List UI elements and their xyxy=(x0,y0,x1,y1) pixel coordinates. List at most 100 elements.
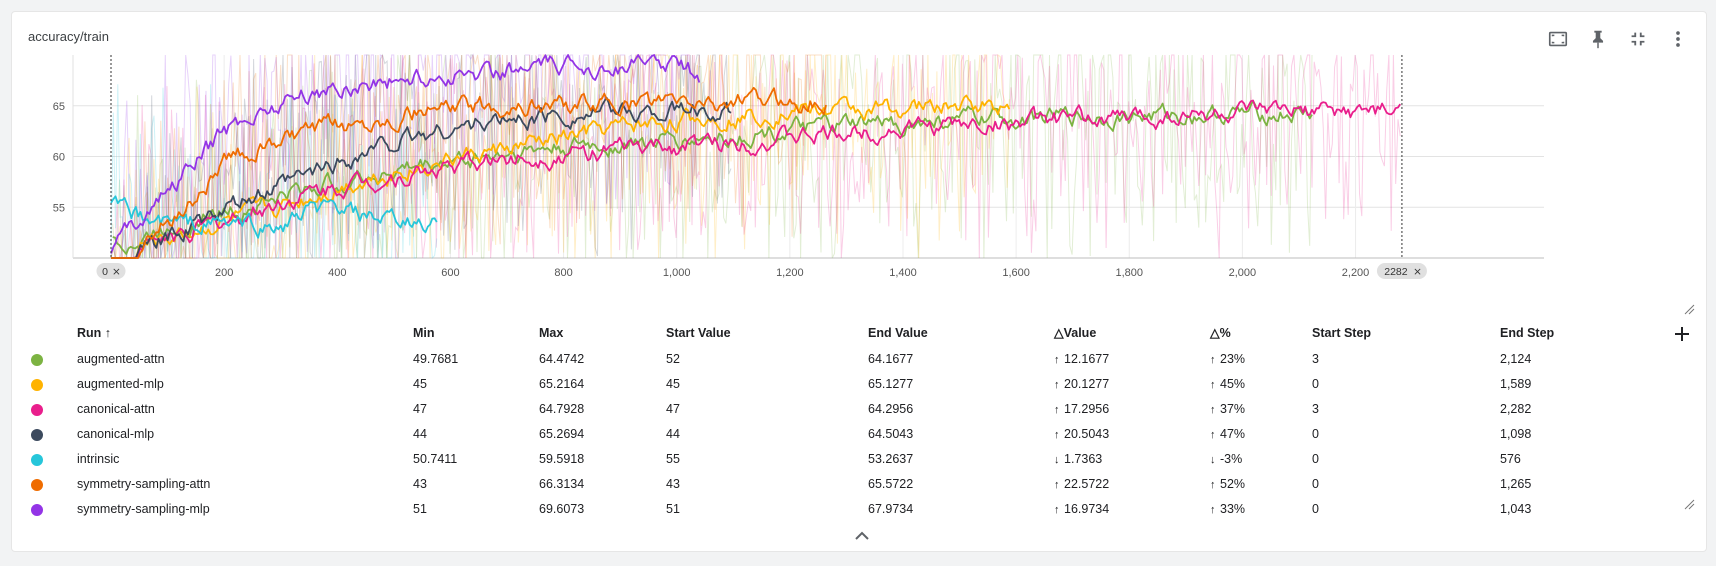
delta-value: 17.2956 xyxy=(1064,402,1110,416)
close-icon[interactable]: × xyxy=(1413,266,1422,278)
series-line-intrinsic[interactable] xyxy=(110,195,438,239)
y-tick-label: 65 xyxy=(53,101,65,113)
raw-series-group xyxy=(110,53,1401,260)
header-start-step[interactable]: Start Step xyxy=(1312,326,1372,340)
table-row[interactable]: intrinsic 50.7411 59.5918 55 53.2637 ↓ 1.7363 ↓… xyxy=(12,447,1706,472)
delta-pct-cell: ↑ 33% xyxy=(1210,497,1245,523)
arrow-up-icon: ↑ xyxy=(1210,404,1216,416)
y-tick-label: 60 xyxy=(53,152,65,164)
min-cell: 45 xyxy=(413,377,427,391)
series-line-symmetry-sampling-attn[interactable] xyxy=(111,86,827,259)
header-delta-value[interactable]: △Value xyxy=(1054,326,1097,340)
estep-cell: 1,589 xyxy=(1500,377,1532,391)
range-marker-chip[interactable]: 2282 × xyxy=(1376,263,1427,279)
close-icon[interactable]: × xyxy=(112,266,121,278)
end-cell: 64.1677 xyxy=(868,352,914,366)
run-color-dot[interactable] xyxy=(31,454,43,466)
run-cell: augmented-attn xyxy=(77,352,165,366)
line-chart[interactable]: 55 60 65 200 400 600 800 1,000 1,200 1,400 1,600 1,… xyxy=(12,12,1706,312)
sstep-cell: 0 xyxy=(1312,377,1319,391)
table-row[interactable]: symmetry-sampling-mlp 51 69.6073 51 67.9734 ↑… xyxy=(12,497,1706,522)
table-header: Run ↑ Min Max Start Value End Value △Val… xyxy=(12,321,1706,347)
arrow-up-icon: ↑ xyxy=(1054,379,1060,391)
end-cell: 65.1277 xyxy=(868,377,914,391)
series-line-canonical-attn[interactable] xyxy=(112,99,1401,259)
delta-value: 20.5043 xyxy=(1064,427,1110,441)
delta-value-cell: ↑ 22.5722 xyxy=(1054,472,1109,498)
run-color-dot[interactable] xyxy=(31,504,43,516)
start-cell: 51 xyxy=(666,502,680,516)
sstep-cell: 3 xyxy=(1312,402,1319,416)
delta-value: 20.1277 xyxy=(1064,377,1110,391)
delta-pct: -3% xyxy=(1220,452,1243,466)
range-marker-label: 0 xyxy=(102,266,108,278)
table-row[interactable]: canonical-attn 47 64.7928 47 64.2956 ↑ 17.2956… xyxy=(12,397,1706,422)
delta-value-cell: ↑ 12.1677 xyxy=(1054,347,1109,373)
estep-cell: 1,098 xyxy=(1500,427,1532,441)
header-min[interactable]: Min xyxy=(413,326,435,340)
collapse-button[interactable] xyxy=(1620,22,1656,56)
table-row[interactable]: augmented-attn 49.7681 64.4742 52 64.1677 ↑ 12… xyxy=(12,347,1706,372)
delta-value: 22.5722 xyxy=(1064,477,1110,491)
arrow-up-icon: ↑ xyxy=(1210,354,1216,366)
header-run[interactable]: Run ↑ xyxy=(77,326,112,340)
raw-series-augmented-attn xyxy=(112,54,1313,259)
arrow-up-icon: ↑ xyxy=(1054,354,1060,366)
max-cell: 66.3134 xyxy=(539,477,585,491)
expand-table-button[interactable] xyxy=(850,527,874,545)
start-cell: 55 xyxy=(666,452,680,466)
run-color-dot[interactable] xyxy=(31,379,43,391)
table-row[interactable]: augmented-mlp 45 65.2164 45 65.1277 ↑ 20.1277 ↑… xyxy=(12,372,1706,397)
run-color-dot[interactable] xyxy=(31,429,43,441)
run-cell: augmented-mlp xyxy=(77,377,164,391)
run-color-dot[interactable] xyxy=(31,479,43,491)
sort-arrow-icon: ↑ xyxy=(104,326,112,340)
more-options-button[interactable] xyxy=(1660,22,1696,56)
x-tick-label: 400 xyxy=(328,267,346,279)
table-resize-icon[interactable] xyxy=(1683,498,1695,510)
smoothed-series-group xyxy=(110,54,1401,259)
x-tick-label: 600 xyxy=(441,267,459,279)
arrow-up-icon: ↑ xyxy=(1210,379,1216,391)
chart-resize-icon[interactable] xyxy=(1683,303,1695,315)
range-marker-label: 2282 xyxy=(1384,266,1408,278)
min-cell: 49.7681 xyxy=(413,352,459,366)
fit-domain-button[interactable] xyxy=(1540,22,1576,56)
more-vert-icon xyxy=(1676,31,1680,47)
raw-series-symmetry-sampling-attn xyxy=(110,54,827,260)
sstep-cell: 0 xyxy=(1312,477,1319,491)
min-cell: 51 xyxy=(413,502,427,516)
x-tick-label: 1,600 xyxy=(1002,267,1030,279)
delta-value: 16.9734 xyxy=(1064,502,1110,516)
run-color-dot[interactable] xyxy=(31,404,43,416)
header-delta-pct[interactable]: △% xyxy=(1210,326,1231,340)
pin-button[interactable] xyxy=(1580,22,1616,56)
header-max[interactable]: Max xyxy=(539,326,564,340)
max-cell: 64.4742 xyxy=(539,352,585,366)
end-cell: 65.5722 xyxy=(868,477,914,491)
start-cell: 45 xyxy=(666,377,680,391)
end-cell: 64.2956 xyxy=(868,402,914,416)
arrow-up-icon: ↑ xyxy=(1210,504,1216,516)
series-line-augmented-mlp[interactable] xyxy=(111,94,1011,259)
table-row[interactable]: canonical-mlp 44 65.2694 44 64.5043 ↑ 20.5043 ↑… xyxy=(12,422,1706,447)
table-row[interactable]: symmetry-sampling-attn 43 66.3134 43 65.5722… xyxy=(12,472,1706,497)
delta-value-cell: ↑ 16.9734 xyxy=(1054,497,1109,523)
runs-table: Run ↑ Min Max Start Value End Value △Val… xyxy=(12,321,1706,522)
estep-cell: 1,265 xyxy=(1500,477,1532,491)
max-cell: 64.7928 xyxy=(539,402,585,416)
run-color-dot[interactable] xyxy=(31,354,43,366)
header-end-step[interactable]: End Step xyxy=(1500,326,1555,340)
x-tick-label: 1,000 xyxy=(663,267,691,279)
add-column-button[interactable] xyxy=(1672,324,1692,344)
series-line-symmetry-sampling-mlp[interactable] xyxy=(110,54,701,254)
range-marker-chip[interactable]: 0 × xyxy=(96,263,126,279)
raw-series-canonical-attn xyxy=(112,54,1401,259)
header-end-value[interactable]: End Value xyxy=(868,326,928,340)
header-start-value[interactable]: Start Value xyxy=(666,326,731,340)
run-cell: symmetry-sampling-mlp xyxy=(77,502,210,516)
series-line-canonical-mlp[interactable] xyxy=(111,96,732,259)
run-cell: intrinsic xyxy=(77,452,120,466)
x-tick-label: 2,000 xyxy=(1229,267,1257,279)
start-cell: 52 xyxy=(666,352,680,366)
